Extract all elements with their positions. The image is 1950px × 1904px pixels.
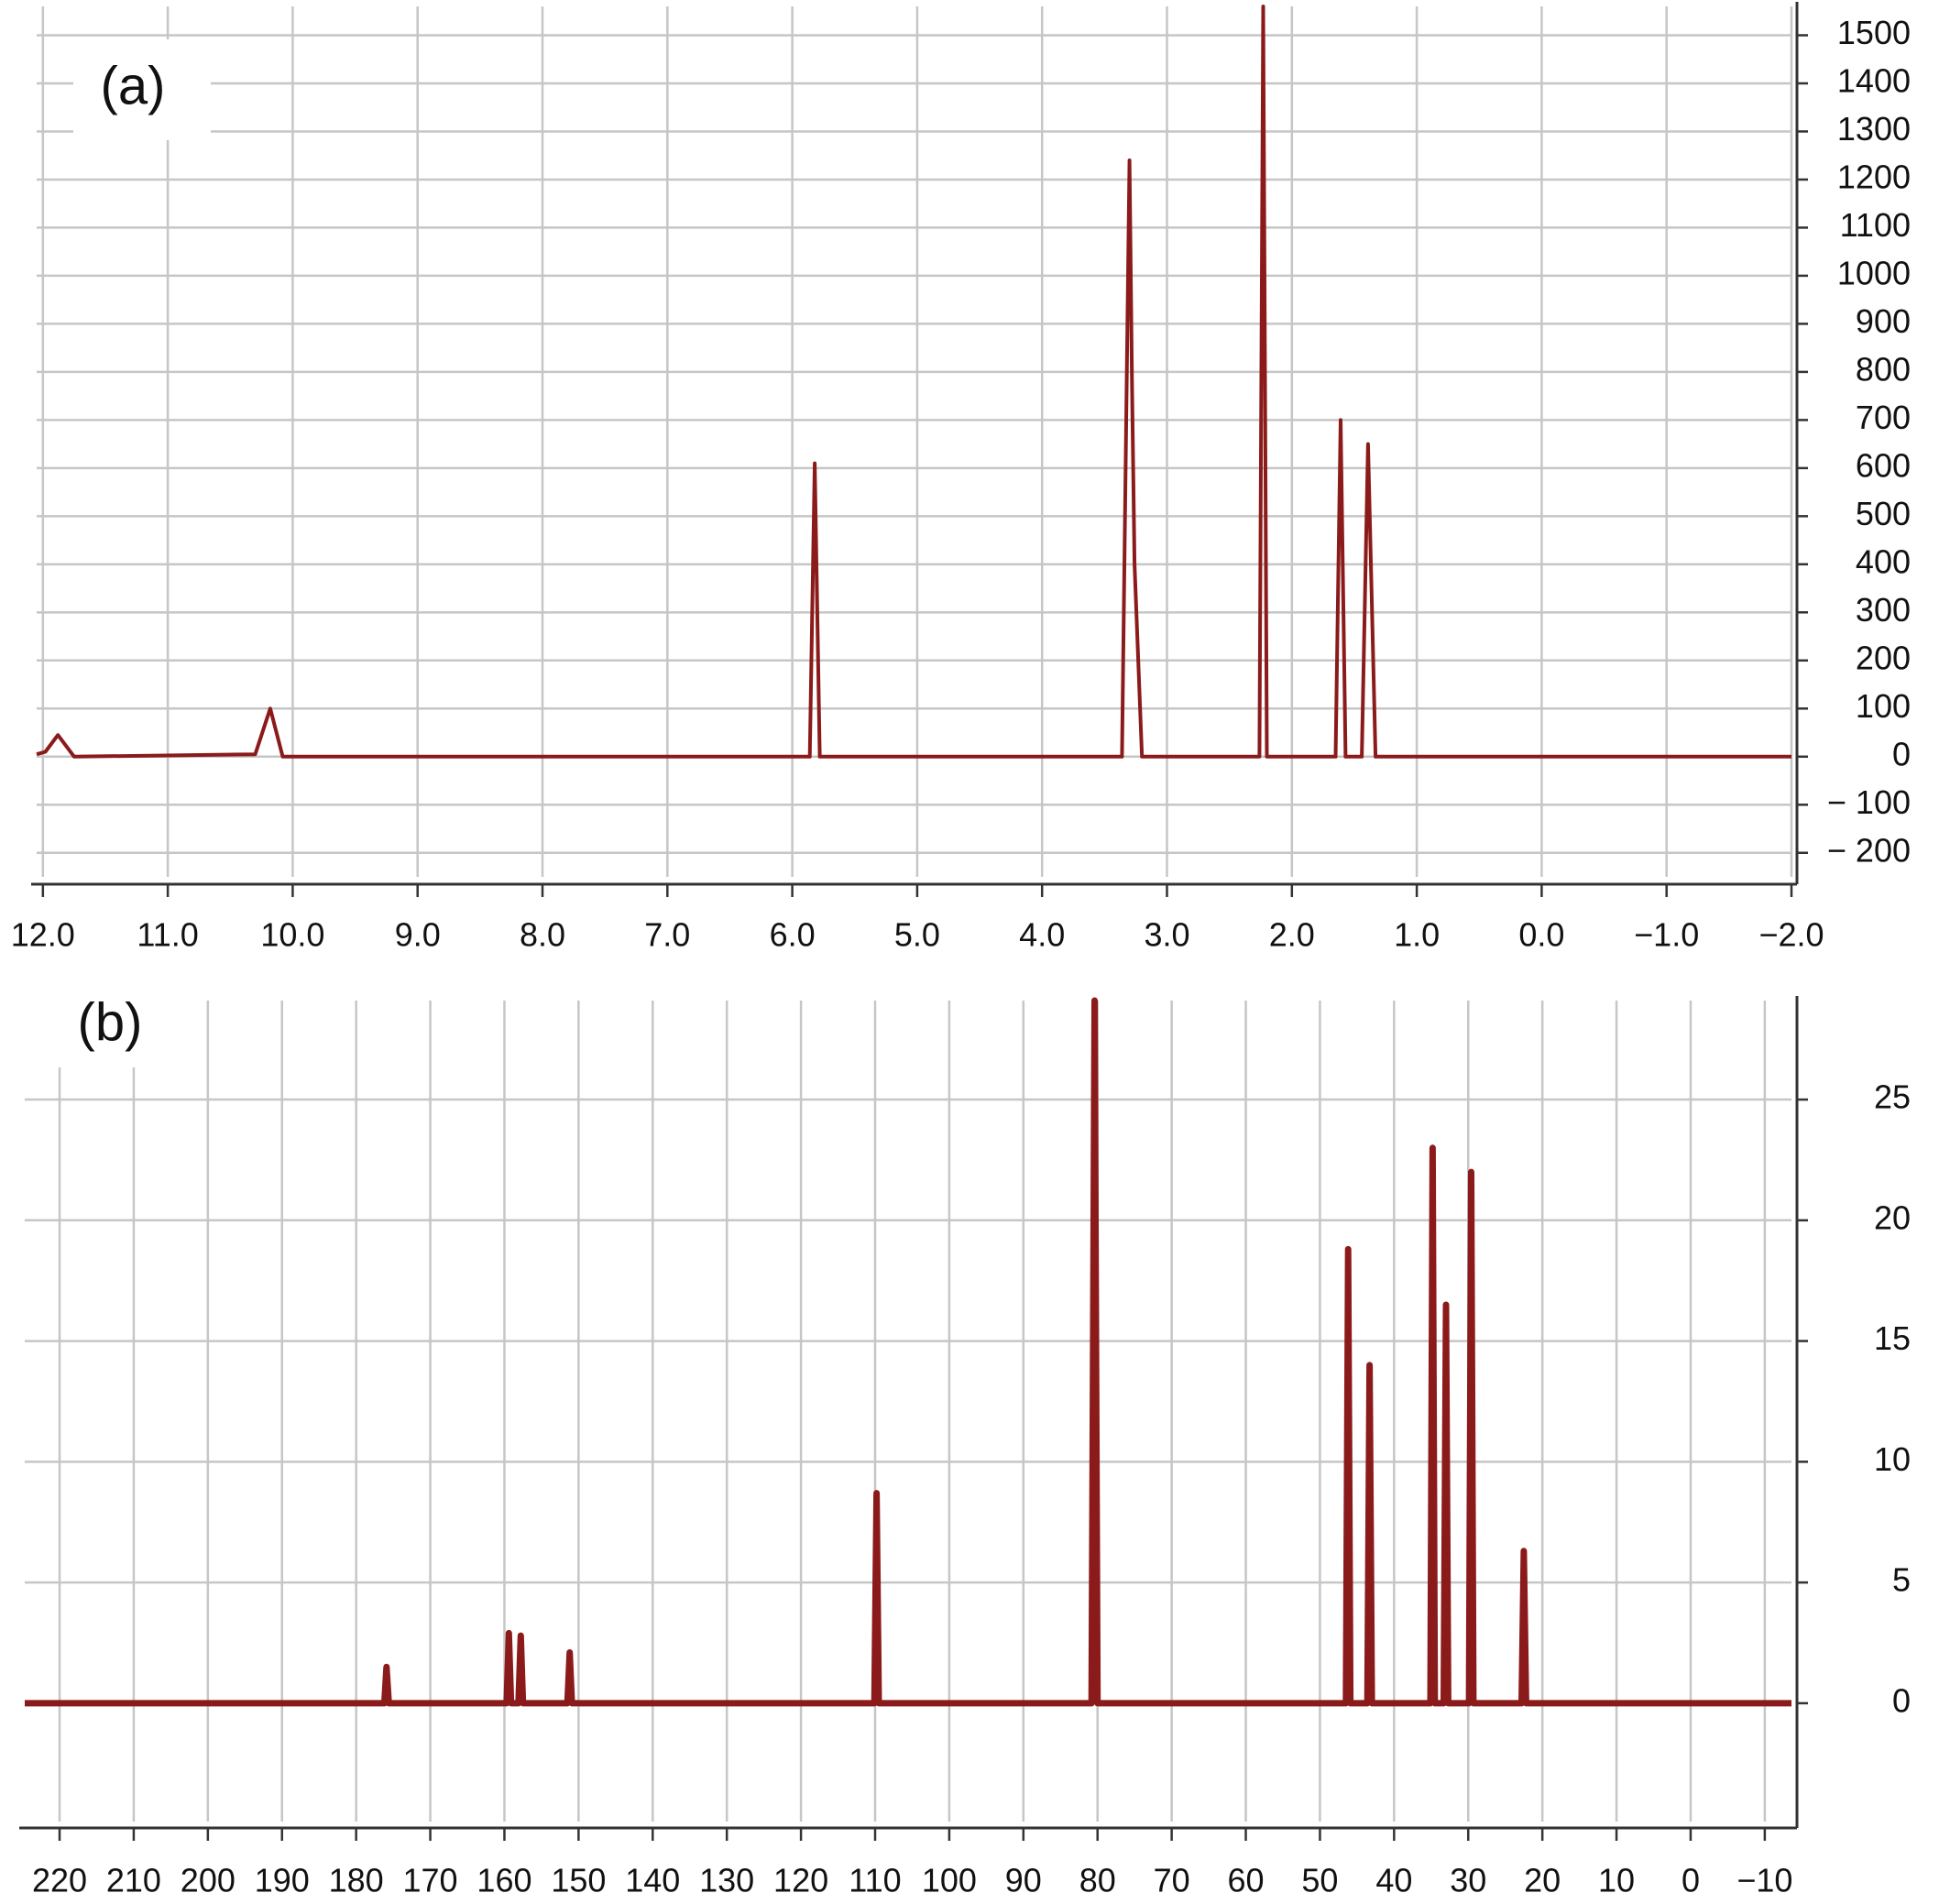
x-tick-label: 5.0: [894, 916, 940, 954]
x-tick-label: 220: [32, 1862, 87, 1899]
y-tick-label: 100: [1856, 687, 1911, 725]
x-tick-label: 170: [403, 1862, 458, 1899]
x-tick-label: 20: [1524, 1862, 1561, 1899]
x-tick-label: 1.0: [1394, 916, 1440, 954]
x-tick-label: 110: [849, 1862, 901, 1899]
x-tick-label: 12.0: [11, 916, 75, 954]
y-tick-label: 700: [1856, 399, 1911, 436]
y-tick-label: 300: [1856, 591, 1911, 629]
y-tick-label: 25: [1874, 1078, 1911, 1116]
x-tick-label: 160: [477, 1862, 531, 1899]
y-tick-label: 1500: [1837, 14, 1911, 51]
spectrum-line: [25, 997, 1791, 1707]
panel-label: (a): [101, 56, 166, 115]
y-tick-label: 15: [1874, 1319, 1911, 1357]
x-tick-label: 130: [699, 1862, 754, 1899]
x-tick-label: 7.0: [644, 916, 690, 954]
y-tick-label: 500: [1856, 495, 1911, 532]
y-tick-label: 600: [1856, 446, 1911, 484]
x-tick-label: 0.0: [1518, 916, 1564, 954]
x-tick-label: 70: [1154, 1862, 1190, 1899]
x-tick-label: 190: [255, 1862, 310, 1899]
x-tick-label: 2.0: [1269, 916, 1315, 954]
x-tick-label: 0: [1682, 1862, 1700, 1899]
x-tick-label: −2.0: [1758, 916, 1824, 954]
x-tick-label: 30: [1450, 1862, 1486, 1899]
panel: 12.0 11.0 10.0 9.0 8.0 7.0 6.0 5.0 4.0 3.0 2.0 1.0 0…: [11, 2, 1911, 954]
x-tick-label: 4.0: [1019, 916, 1065, 954]
x-tick-label: 100: [922, 1862, 977, 1899]
x-tick-label: 50: [1301, 1862, 1338, 1899]
y-tick-label: 0: [1892, 735, 1911, 772]
x-tick-label: 9.0: [395, 916, 441, 954]
spectrum-line: [36, 5, 1791, 759]
x-tick-label: 80: [1079, 1862, 1116, 1899]
panel: 220 210 200 190 180 170 160 150 140 130 120 110 100 9…: [19, 985, 1911, 1899]
y-tick-label: 5: [1892, 1561, 1911, 1599]
x-tick-label: 11.0: [137, 916, 198, 954]
x-tick-label: 10.0: [260, 916, 324, 954]
x-tick-label: 40: [1375, 1862, 1412, 1899]
annotation-box: [37, 985, 202, 1067]
x-tick-label: 140: [625, 1862, 680, 1899]
y-tick-label: 1100: [1840, 206, 1911, 244]
y-tick-label: 200: [1856, 639, 1911, 676]
x-tick-label: 10: [1598, 1862, 1635, 1899]
y-tick-label: 20: [1874, 1198, 1911, 1236]
x-tick-label: 3.0: [1144, 916, 1189, 954]
panel-label: (b): [78, 992, 143, 1052]
y-tick-label: 800: [1856, 350, 1911, 388]
y-tick-label: 10: [1874, 1440, 1911, 1478]
annotation-box: [73, 39, 211, 140]
x-tick-label: 150: [551, 1862, 606, 1899]
y-tick-label: − 100: [1827, 783, 1911, 821]
y-tick-label: 1300: [1837, 110, 1911, 148]
x-tick-label: −10: [1736, 1862, 1792, 1899]
x-tick-label: 180: [329, 1862, 384, 1899]
y-tick-label: − 200: [1827, 831, 1911, 869]
y-tick-label: 400: [1856, 542, 1911, 580]
y-tick-label: 0: [1892, 1681, 1911, 1719]
y-tick-label: 900: [1856, 302, 1911, 340]
y-tick-label: 1200: [1837, 158, 1911, 195]
x-tick-label: 200: [181, 1862, 236, 1899]
x-tick-label: −1.0: [1634, 916, 1699, 954]
x-tick-label: 210: [106, 1862, 161, 1899]
x-tick-label: 120: [773, 1862, 828, 1899]
x-tick-label: 60: [1228, 1862, 1265, 1899]
y-tick-label: 1000: [1837, 254, 1911, 291]
x-tick-label: 8.0: [520, 916, 565, 954]
y-tick-label: 1400: [1837, 61, 1911, 99]
x-tick-label: 90: [1005, 1862, 1042, 1899]
x-tick-label: 6.0: [770, 916, 816, 954]
